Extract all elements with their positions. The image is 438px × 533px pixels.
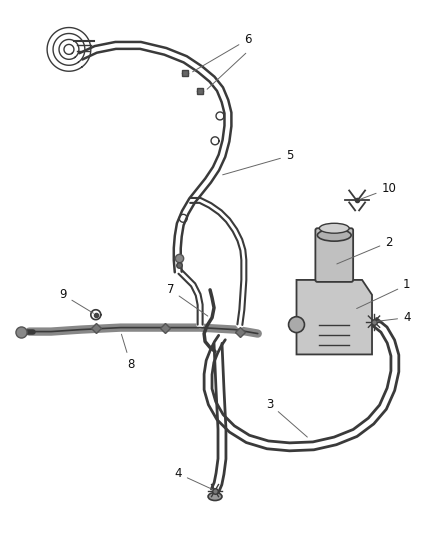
- Text: 4: 4: [377, 311, 410, 324]
- Text: 5: 5: [223, 149, 293, 175]
- Ellipse shape: [319, 223, 349, 233]
- Ellipse shape: [318, 229, 351, 241]
- FancyBboxPatch shape: [315, 228, 353, 282]
- Text: 4: 4: [174, 467, 212, 489]
- Text: 1: 1: [357, 278, 410, 309]
- Text: 10: 10: [360, 182, 396, 199]
- Text: 8: 8: [121, 334, 134, 371]
- Text: 7: 7: [166, 284, 208, 316]
- Circle shape: [289, 317, 304, 333]
- Text: 3: 3: [266, 398, 307, 437]
- Polygon shape: [297, 280, 372, 354]
- Text: 6: 6: [193, 33, 251, 72]
- Text: 2: 2: [337, 236, 392, 264]
- Ellipse shape: [208, 492, 222, 500]
- Text: 9: 9: [59, 288, 93, 313]
